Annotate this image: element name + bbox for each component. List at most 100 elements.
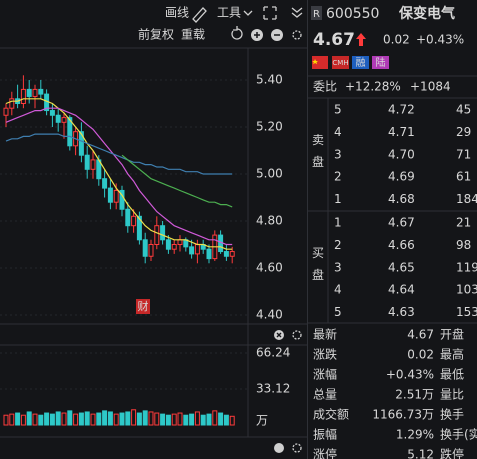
stat-value: 4.67	[407, 328, 434, 342]
volume-bar	[189, 413, 195, 426]
fullscreen-icon[interactable]	[263, 6, 277, 20]
book-price: 4.64	[388, 283, 415, 297]
candle-body	[189, 246, 195, 255]
book-volume: 98	[456, 238, 471, 252]
candle-body	[154, 225, 160, 245]
volume-bar	[212, 410, 218, 426]
stat-value: +0.43%	[386, 368, 434, 382]
candle-body	[9, 98, 15, 109]
stat-label: 量比	[440, 388, 464, 402]
price-change: 0.02	[383, 33, 410, 47]
stat-value: 5.12	[407, 448, 434, 459]
ratio-percent: +12.28%	[345, 80, 401, 94]
volume-bar	[49, 413, 55, 426]
volume-tick-label: 33.12	[256, 382, 290, 396]
volume-bar	[26, 411, 32, 426]
stat-label: 最低	[440, 368, 464, 382]
stat-label: 跌停	[440, 447, 464, 459]
ratio-diff: +1084	[410, 80, 451, 94]
stat-label: 最高	[440, 347, 464, 362]
settings-icon[interactable]	[292, 30, 302, 40]
book-level: 5	[334, 305, 342, 319]
book-level: 5	[334, 103, 342, 117]
stat-label: 换手(实	[440, 427, 477, 442]
sell-char: 卖	[312, 133, 324, 147]
adjust-button[interactable]: 前复权	[138, 27, 174, 42]
candle-body	[32, 88, 38, 97]
book-price: 4.65	[388, 260, 415, 274]
buy-char: 买	[312, 246, 324, 260]
reload-button[interactable]: 重载	[181, 28, 205, 42]
tag: 陆	[376, 56, 386, 69]
book-price: 4.68	[388, 192, 415, 206]
badge: 财	[138, 299, 149, 313]
book-price: 4.71	[388, 125, 415, 139]
book-price: 4.67	[388, 216, 415, 230]
stat-value: 0.02	[407, 348, 434, 362]
settings-icon[interactable]	[292, 330, 302, 340]
price-tick-label: 4.80	[256, 214, 283, 228]
volume-bar	[206, 413, 212, 426]
stat-label: 振幅	[313, 427, 337, 442]
volume-bar	[67, 410, 73, 426]
volume-tick-label: 66.24	[256, 346, 290, 360]
candle-body	[3, 107, 9, 116]
sell-char: 盘	[312, 154, 324, 169]
book-volume: 45	[456, 103, 471, 117]
volume-bar	[20, 414, 26, 426]
volume-bar	[73, 413, 79, 426]
candle-body	[148, 244, 154, 257]
candle-body	[20, 88, 26, 105]
candle-body	[26, 88, 32, 97]
close-glyph	[276, 332, 282, 338]
volume-bar	[113, 413, 119, 426]
price-tick-label: 5.20	[256, 120, 283, 134]
candle-body	[49, 110, 55, 116]
stat-value: 1166.73万	[372, 408, 434, 422]
settings-icon[interactable]	[292, 443, 302, 453]
moving-average	[5, 107, 233, 246]
flag-star	[312, 59, 318, 65]
collapse-icon[interactable]	[291, 7, 303, 18]
candle-body	[107, 187, 113, 203]
candle-body	[102, 178, 108, 189]
draw-line-button[interactable]: 画线	[165, 6, 189, 20]
volume-bar	[44, 412, 50, 426]
book-level: 3	[334, 260, 342, 274]
last-price: 4.67	[313, 30, 355, 50]
stat-label: 总量	[313, 388, 337, 402]
ratio-label: 委比	[313, 80, 337, 94]
candle-body	[125, 208, 131, 227]
book-level: 4	[334, 125, 342, 139]
book-volume: 71	[456, 147, 471, 161]
dropdown-icon[interactable]	[243, 10, 253, 16]
stat-value: 2.51万	[395, 388, 434, 402]
book-price: 4.72	[388, 103, 415, 117]
book-volume: 61	[456, 170, 471, 184]
moving-average	[121, 154, 233, 208]
stock-name: 保变电气	[398, 5, 455, 22]
pencil-icon[interactable]	[192, 7, 207, 23]
volume-bar	[165, 414, 171, 426]
close-panel-icon[interactable]	[274, 443, 284, 453]
volume-bar	[171, 413, 177, 426]
candle-body	[223, 251, 229, 257]
candle-body	[78, 131, 84, 156]
volume-bar	[9, 413, 15, 426]
volume-bar	[38, 414, 44, 426]
sell-label: 卖盘	[312, 133, 324, 169]
candle-body	[194, 244, 200, 255]
tools-button[interactable]: 工具	[217, 6, 241, 20]
volume-unit: 万	[256, 414, 268, 428]
price-tick-label: 5.40	[256, 73, 283, 87]
tag: 融	[356, 57, 366, 69]
book-volume: 21	[456, 216, 471, 230]
market: R	[313, 9, 320, 20]
volume-bar	[125, 411, 131, 426]
candle-body	[177, 239, 183, 246]
undo-icon[interactable]	[231, 26, 243, 40]
stat-label: 涨停	[313, 447, 337, 459]
candle-body	[119, 189, 125, 210]
volume-bar	[78, 412, 84, 426]
